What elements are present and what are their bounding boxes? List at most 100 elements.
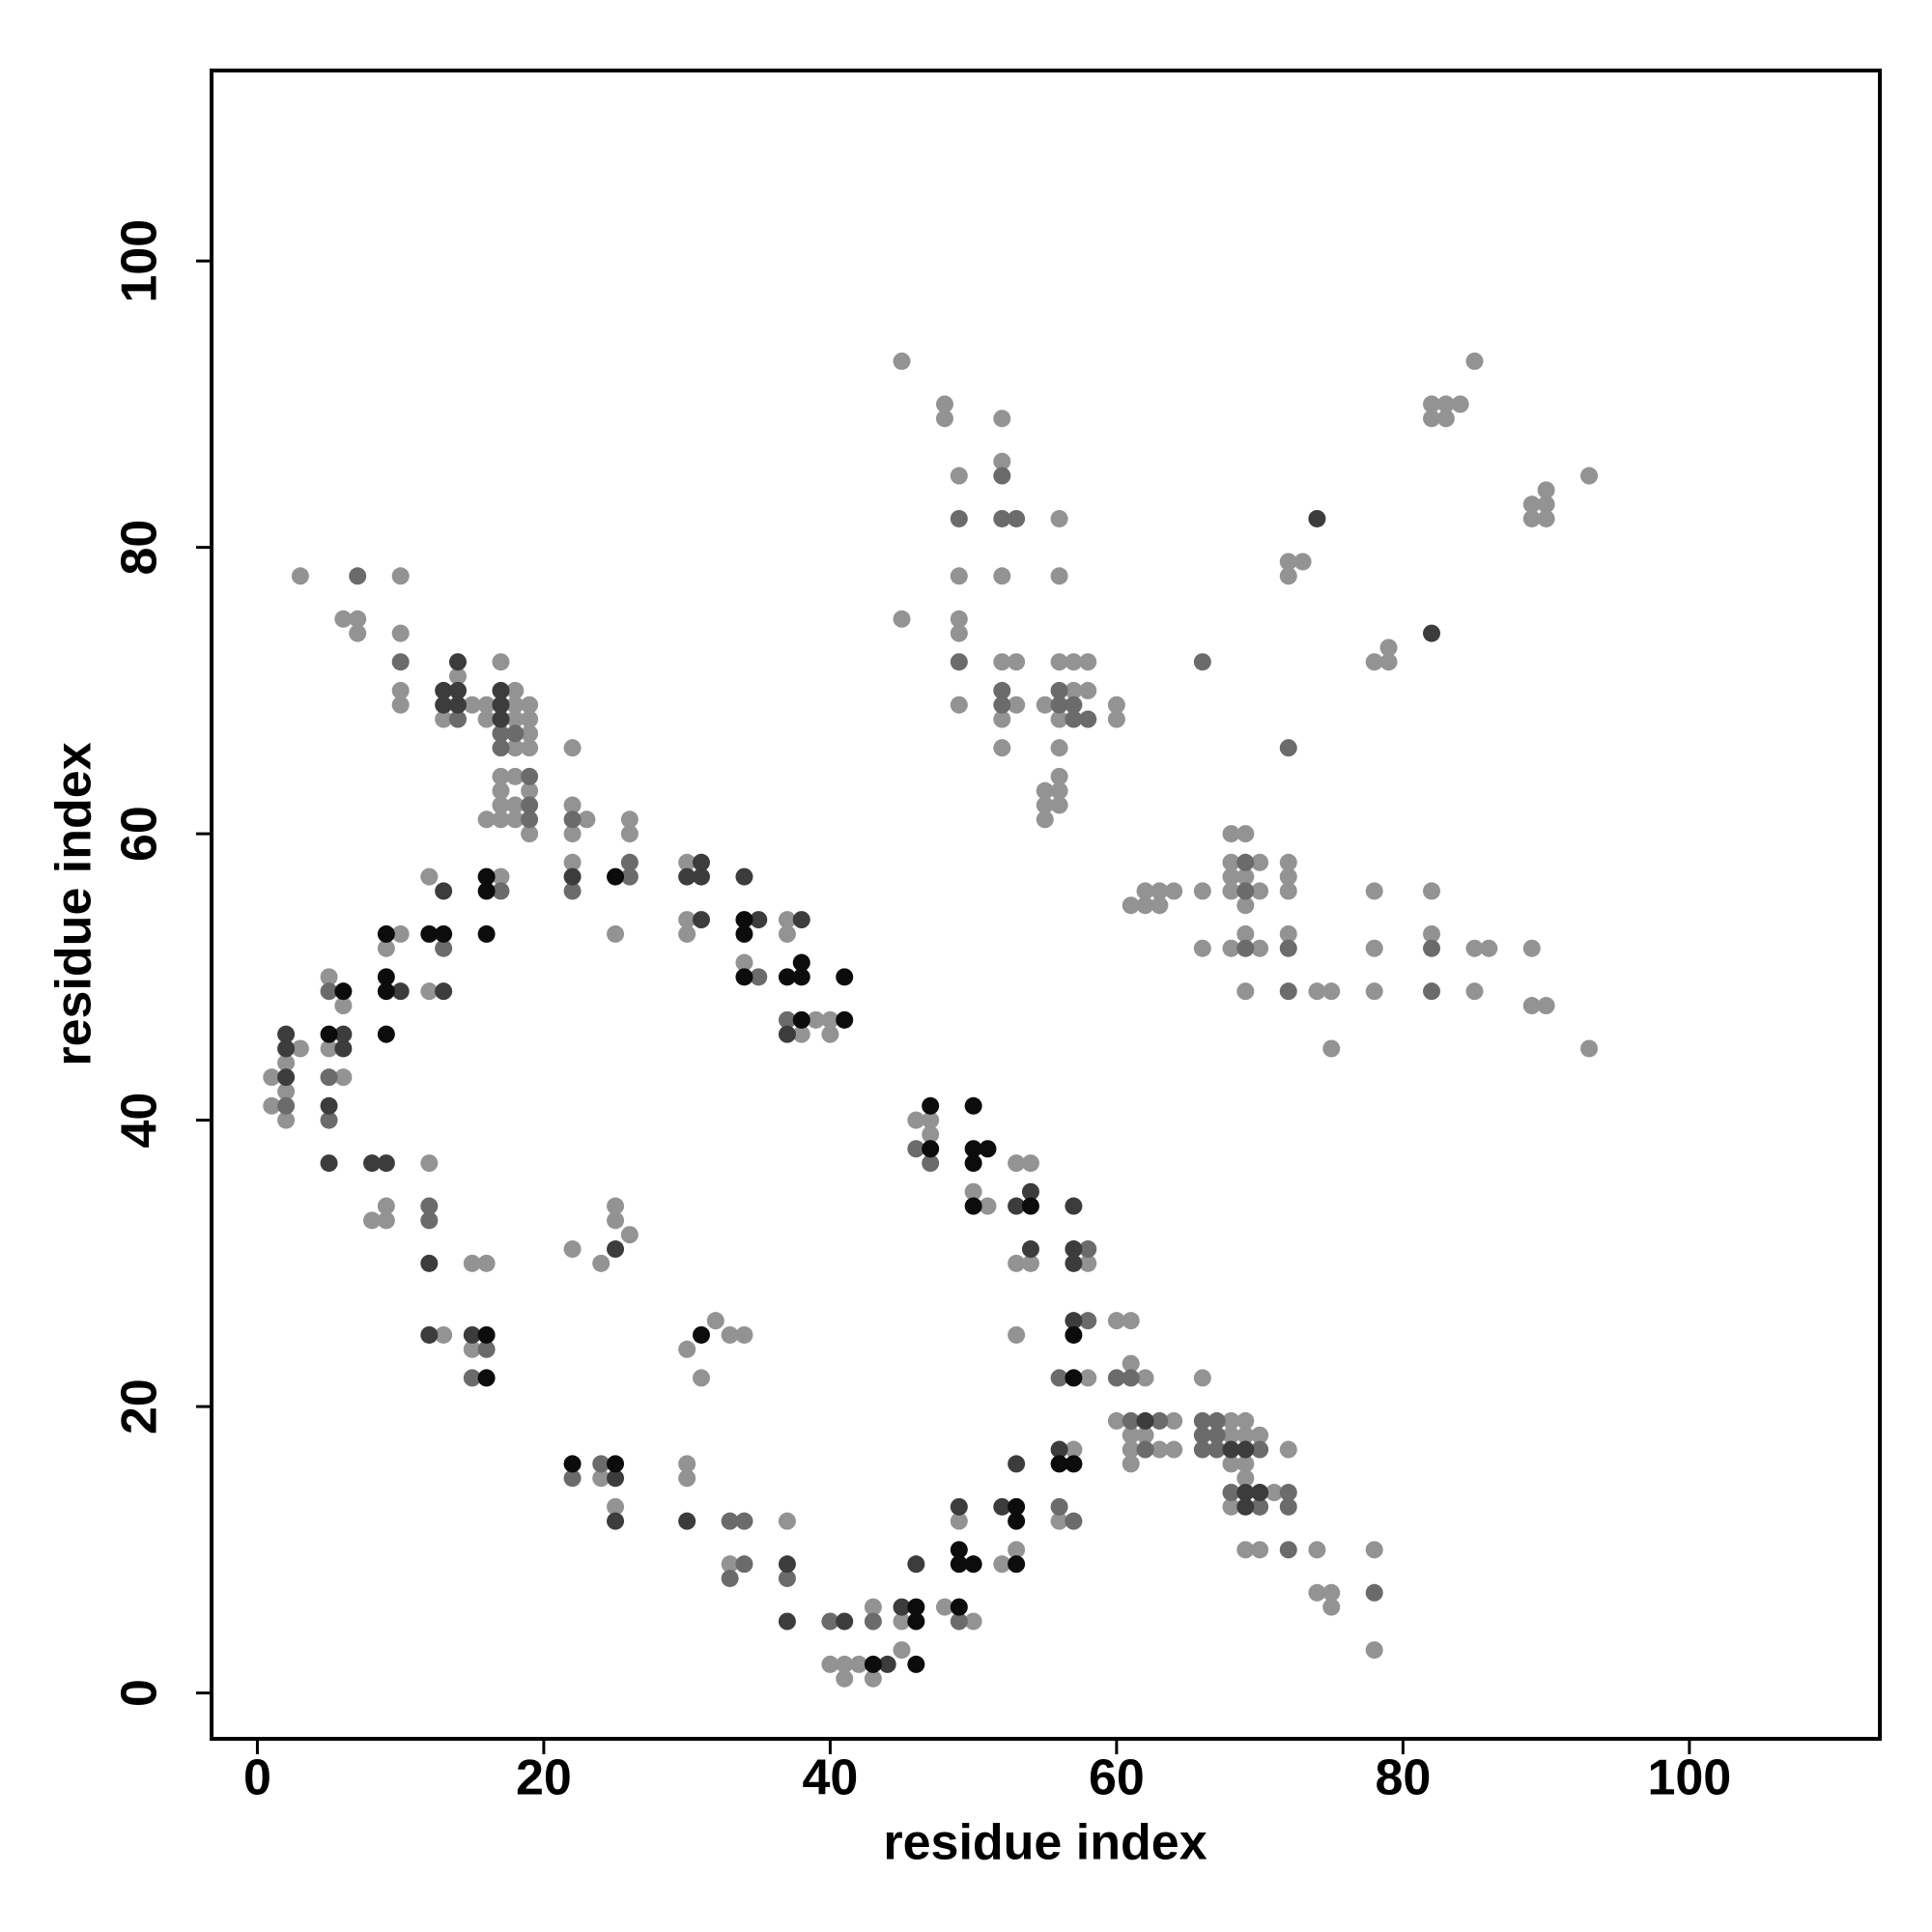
point (721, 1512, 739, 1530)
x-tick-label: 40 (802, 1750, 858, 1806)
point (1236, 1541, 1255, 1559)
point (521, 796, 539, 814)
point (1365, 982, 1383, 1001)
point (506, 696, 525, 714)
point (277, 1039, 296, 1058)
point (1151, 896, 1169, 915)
point (1050, 653, 1068, 671)
point (950, 1512, 968, 1530)
point (1264, 1484, 1283, 1502)
point (1050, 796, 1068, 814)
point (1436, 410, 1455, 428)
point (607, 1211, 625, 1230)
point (1079, 1312, 1097, 1330)
point (607, 924, 625, 943)
point (506, 767, 525, 785)
point (1451, 395, 1469, 413)
x-tick-label: 60 (1089, 1750, 1145, 1806)
point (893, 352, 911, 370)
point (320, 1154, 338, 1173)
point (836, 1655, 854, 1673)
y-tick-label: 60 (112, 806, 168, 862)
point (477, 710, 496, 728)
point (1008, 653, 1026, 671)
point (1522, 509, 1541, 527)
point (1236, 1455, 1255, 1473)
point (778, 1010, 796, 1029)
y-tick-label: 0 (112, 1679, 168, 1707)
y-tick-label: 20 (112, 1378, 168, 1435)
point (420, 1254, 439, 1272)
y-tick-label: 40 (112, 1093, 168, 1149)
point (506, 710, 525, 728)
point (907, 1598, 925, 1616)
point (463, 696, 481, 714)
point (1222, 1411, 1240, 1430)
point (563, 825, 582, 843)
point (893, 1598, 911, 1616)
point (349, 624, 367, 642)
point (506, 796, 525, 814)
point (922, 1140, 940, 1158)
point (291, 567, 309, 585)
point (420, 924, 439, 943)
point (363, 1154, 382, 1173)
point (377, 1154, 395, 1173)
point (277, 1111, 296, 1129)
point (477, 1369, 496, 1387)
point (950, 467, 968, 485)
point (492, 739, 510, 757)
point (950, 696, 968, 714)
point (263, 1096, 281, 1115)
point (1365, 1583, 1383, 1602)
point (979, 1140, 997, 1158)
point (735, 1512, 753, 1530)
point (964, 1197, 982, 1215)
point (420, 1197, 439, 1215)
point (893, 610, 911, 628)
point (477, 867, 496, 886)
point (521, 767, 539, 785)
point (1193, 1369, 1211, 1387)
point (448, 668, 467, 686)
point (1308, 982, 1326, 1001)
point (1537, 509, 1555, 527)
point (1236, 1469, 1255, 1488)
point (678, 853, 696, 871)
point (463, 1254, 481, 1272)
point (1365, 1541, 1383, 1559)
point (993, 410, 1011, 428)
point (1222, 867, 1240, 886)
point (420, 1154, 439, 1173)
point (563, 1240, 582, 1259)
point (1036, 781, 1054, 800)
point (320, 968, 338, 986)
point (1222, 882, 1240, 900)
y-axis-title: residue index (46, 742, 102, 1065)
point (1436, 395, 1455, 413)
point (377, 924, 395, 943)
point (950, 1541, 968, 1559)
point (1021, 1240, 1039, 1259)
point (1065, 1240, 1083, 1259)
point (607, 1240, 625, 1259)
point (1322, 1583, 1341, 1602)
point (334, 610, 353, 628)
point (1236, 896, 1255, 915)
point (563, 882, 582, 900)
point (320, 1111, 338, 1129)
point (1193, 939, 1211, 957)
point (907, 1140, 925, 1158)
point (735, 1555, 753, 1574)
point (1379, 639, 1398, 657)
point (477, 1325, 496, 1344)
point (277, 1054, 296, 1072)
point (1279, 867, 1297, 886)
point (750, 968, 768, 986)
point (1151, 1440, 1169, 1459)
point (521, 724, 539, 743)
point (420, 982, 439, 1001)
point (735, 953, 753, 972)
point (1537, 496, 1555, 514)
point (1537, 481, 1555, 499)
